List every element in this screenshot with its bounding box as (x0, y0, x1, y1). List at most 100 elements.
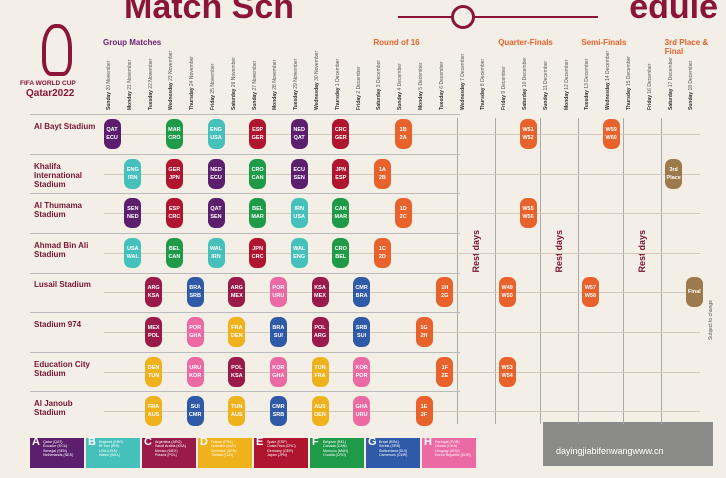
match-badge: GHA URU (353, 396, 371, 427)
group-team: Qatar (QAT) (43, 440, 63, 444)
team: URU (355, 412, 368, 419)
match-badge: USA WAL (124, 237, 142, 268)
team: URU (189, 364, 202, 371)
team: KSA (314, 285, 326, 292)
group-team: Portugal (POR) (435, 440, 460, 444)
match-badge: ECU SEN (290, 158, 308, 189)
date-label: Saturday 3 December (376, 60, 383, 110)
match-badge: BRA SUI (269, 317, 287, 347)
team: ECU (210, 174, 222, 181)
team: NED (210, 166, 222, 173)
match-badge: 1E 2F (415, 396, 433, 427)
team: 2H (420, 333, 428, 339)
group-team: Brazil (BRA) (379, 440, 399, 444)
team: MAR (334, 214, 348, 221)
match-badge: KSA MEX (311, 277, 329, 308)
row-separator (30, 312, 460, 314)
team: W49 (501, 285, 513, 292)
match-badge: Final (685, 277, 703, 308)
team: QAT (210, 206, 222, 213)
team: 2D (378, 253, 386, 260)
team: W59 (605, 127, 617, 133)
team: GHA (272, 372, 285, 379)
group-team: Netherlands (NED) (43, 453, 74, 458)
team: KSA (230, 372, 243, 379)
weekday: Tuesday (438, 90, 445, 110)
day-date: 17 December (667, 57, 674, 88)
team: 1D (399, 206, 407, 213)
date-label: Friday 25 November (210, 62, 216, 110)
team: 1C (378, 245, 386, 252)
group-team: Wales (WAL) (99, 453, 120, 458)
spacer (376, 87, 382, 88)
stadium-name: Al Thumama Stadium (34, 201, 83, 220)
team: ESP (335, 174, 347, 181)
weekday: Saturday (667, 88, 674, 110)
match-badge: AUS DEN (311, 396, 329, 427)
team: JPN (252, 245, 263, 252)
day-date: 30 November (314, 50, 320, 81)
team: 2C (399, 214, 407, 221)
match-badge: FRA DEN (228, 317, 246, 347)
weekday: Wednesday (168, 82, 175, 110)
ball (451, 5, 475, 29)
date-label: Thursday 8 December (480, 59, 486, 110)
group-letter: F (312, 436, 319, 448)
match-badge: WAL ENG (290, 237, 308, 268)
match-badge: QAT SEN (207, 198, 225, 229)
team: ECU (293, 166, 305, 173)
day-date: 4 December (397, 63, 404, 91)
day-date: 9 December (501, 66, 508, 94)
spacer (522, 87, 528, 88)
team: 2G (441, 293, 449, 300)
match-badge: 1A 2B (373, 158, 391, 189)
match-label: 3rd Place (666, 166, 681, 181)
day-date: 7 December (459, 53, 466, 81)
match-badge: 1G 2H (415, 317, 433, 347)
match-badge: 1H 2G (436, 277, 454, 308)
match-badge: TUN AUS (228, 396, 246, 427)
team: 1A (378, 166, 386, 173)
team: SRB (272, 412, 285, 419)
team: 2B (378, 174, 386, 181)
team: BEL (168, 245, 180, 252)
group-team: Denmark (DEN) (211, 448, 237, 453)
date-label: Wednesday 23 November (168, 51, 175, 110)
team: POR (272, 285, 285, 292)
weekday: Sunday (688, 91, 695, 110)
date-label: Sunday 11 December (543, 61, 549, 110)
day-date: 14 December (605, 50, 612, 81)
match-badge: CRC GER (332, 119, 350, 149)
weekday: Saturday (376, 88, 383, 110)
day-date: 24 November (189, 56, 196, 87)
title-rule (398, 16, 598, 18)
team: MEX (314, 293, 326, 300)
rest-label: Rest days (553, 230, 564, 273)
team: SUI (190, 404, 200, 411)
match-badge: 1B 2A (394, 119, 412, 149)
team: GER (334, 135, 347, 141)
day-date: 28 November (272, 59, 279, 90)
date-label: Monday 21 November (127, 60, 133, 110)
date-label: Saturday 26 November (231, 57, 237, 110)
weekday: Sunday (251, 91, 258, 110)
weekday: Sunday (397, 91, 404, 110)
team: CRC (334, 127, 347, 133)
match-badge: POL KSA (228, 356, 246, 387)
group-team: Canada (CAN) (323, 444, 347, 449)
team: POR (355, 372, 368, 379)
team: CRO (334, 245, 347, 252)
team: ARG (147, 285, 160, 292)
group-team: Saudi Arabia (KSA) (155, 444, 186, 449)
stadium-name: Stadium 974 (34, 320, 82, 329)
date-label: Wednesday 7 December (460, 54, 466, 110)
team: BEL (252, 206, 264, 213)
row-line (104, 292, 700, 294)
group-letter: G (368, 436, 377, 448)
team: ARG (313, 333, 327, 339)
team: SRB (189, 293, 201, 300)
match-badge: W59 W60 (602, 119, 620, 149)
team: ARG (230, 285, 243, 292)
match-badge: POL ARG (311, 317, 329, 347)
match-badge: CRO CAN (249, 158, 267, 189)
